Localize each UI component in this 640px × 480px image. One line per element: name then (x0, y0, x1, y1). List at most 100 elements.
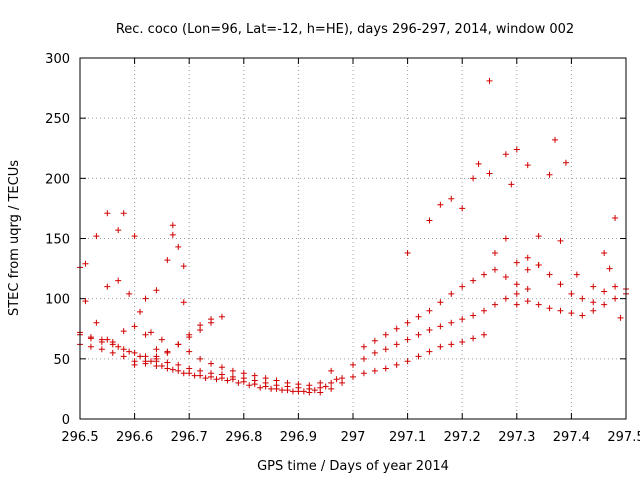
data-point (333, 376, 340, 383)
x-tick-label: 296.6 (116, 430, 153, 445)
data-point (197, 367, 204, 374)
data-point (502, 274, 509, 281)
y-tick-label: 0 (62, 413, 70, 428)
data-point (590, 283, 597, 290)
data-point (142, 358, 149, 365)
data-point (82, 298, 89, 305)
data-point (360, 343, 367, 350)
data-point (169, 222, 176, 229)
data-point (257, 384, 264, 391)
data-point (513, 290, 520, 297)
data-point (513, 259, 520, 266)
y-axis-label: STEC from uqrg / TECUs (7, 160, 22, 316)
data-point (273, 377, 280, 384)
data-point (142, 331, 149, 338)
data-point (169, 231, 176, 238)
data-point (246, 382, 253, 389)
series-track-n-scatter-peak (486, 77, 493, 84)
plot-frame (79, 57, 627, 420)
series-track-a (77, 341, 346, 396)
data-point (393, 325, 400, 332)
data-point (524, 298, 531, 305)
data-point (404, 358, 411, 365)
data-point (131, 323, 138, 330)
data-point (186, 331, 193, 338)
data-point (415, 313, 422, 320)
data-point (98, 346, 105, 353)
series-track-e-rising (153, 316, 215, 365)
data-point (590, 299, 597, 306)
data-point (546, 171, 553, 178)
data-point (115, 343, 122, 350)
data-point (502, 235, 509, 242)
data-point (104, 336, 111, 343)
data-point (153, 287, 160, 294)
data-point (524, 286, 531, 293)
data-point (104, 210, 111, 217)
data-point (350, 373, 356, 380)
data-point (415, 353, 422, 360)
chart-title: Rec. coco (Lon=96, Lat=-12, h=HE), days … (116, 22, 574, 37)
data-point (448, 319, 455, 326)
data-point (579, 312, 586, 319)
series-track-p-late-mid (513, 254, 629, 306)
data-point (535, 233, 542, 240)
data-point (470, 277, 477, 284)
series-track-f-early-high (77, 210, 187, 302)
series-track-i-midday (186, 348, 335, 389)
data-point (426, 326, 433, 333)
data-point (535, 261, 542, 268)
data-point (524, 162, 531, 169)
x-tick-label: 297 (341, 430, 366, 445)
data-point (606, 265, 613, 272)
data-point (98, 336, 105, 343)
data-point (268, 385, 275, 392)
data-point (208, 370, 215, 377)
data-point (126, 348, 133, 355)
data-point (557, 307, 564, 314)
data-point (371, 367, 378, 374)
data-point (109, 338, 116, 345)
data-point (486, 77, 493, 84)
data-point (284, 379, 291, 386)
data-point (601, 288, 608, 295)
data-point (87, 334, 94, 341)
data-point (612, 295, 619, 302)
data-point (295, 381, 302, 388)
data-point (224, 377, 231, 384)
data-point (481, 331, 488, 338)
data-point (601, 249, 608, 256)
data-point (491, 266, 498, 273)
data-point (229, 373, 236, 380)
y-tick-label: 100 (45, 293, 70, 308)
data-point (426, 348, 433, 355)
data-point (120, 353, 127, 360)
data-point (535, 301, 542, 308)
data-point (229, 367, 236, 374)
data-point (491, 249, 498, 256)
data-point (568, 310, 575, 317)
data-point (218, 371, 225, 378)
data-point (208, 360, 215, 367)
data-point (475, 160, 482, 167)
data-point (175, 367, 182, 374)
data-point (617, 314, 624, 321)
data-point (546, 305, 553, 312)
data-point (481, 307, 488, 314)
data-point (470, 312, 477, 319)
data-point (164, 359, 171, 366)
data-point (120, 328, 127, 335)
data-point (120, 346, 127, 353)
data-point (513, 281, 520, 288)
data-point (109, 349, 116, 356)
data-point (448, 341, 455, 348)
data-point (202, 375, 209, 382)
x-tick-label: 297.1 (389, 430, 426, 445)
data-point (180, 370, 187, 377)
data-point (404, 319, 411, 326)
data-point (142, 295, 149, 302)
series-track-k-rise-mid (350, 286, 531, 368)
data-point (164, 349, 171, 356)
